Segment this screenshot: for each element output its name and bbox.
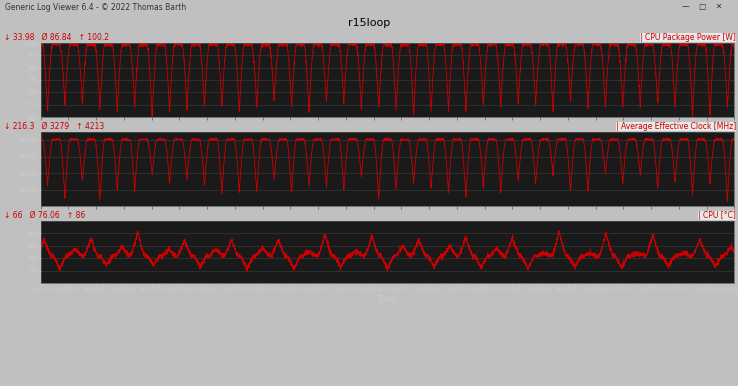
- Text: | CPU [°C]: | CPU [°C]: [698, 211, 736, 220]
- Text: —    □    ✕: — □ ✕: [681, 2, 722, 12]
- Text: r15loop: r15loop: [348, 18, 390, 28]
- Text: Generic Log Viewer 6.4 - © 2022 Thomas Barth: Generic Log Viewer 6.4 - © 2022 Thomas B…: [5, 2, 187, 12]
- Text: ↓ 66   Ø 76.06   ↑ 86: ↓ 66 Ø 76.06 ↑ 86: [4, 211, 85, 220]
- Text: | CPU Package Power [W]: | CPU Package Power [W]: [640, 33, 736, 42]
- Text: ↓ 216.3   Ø 3279   ↑ 4213: ↓ 216.3 Ø 3279 ↑ 4213: [4, 122, 104, 131]
- X-axis label: Time: Time: [378, 295, 397, 304]
- Text: | Average Effective Clock [MHz]: | Average Effective Clock [MHz]: [615, 122, 736, 131]
- Text: ↓ 33.98   Ø 86.84   ↑ 100.2: ↓ 33.98 Ø 86.84 ↑ 100.2: [4, 33, 108, 42]
